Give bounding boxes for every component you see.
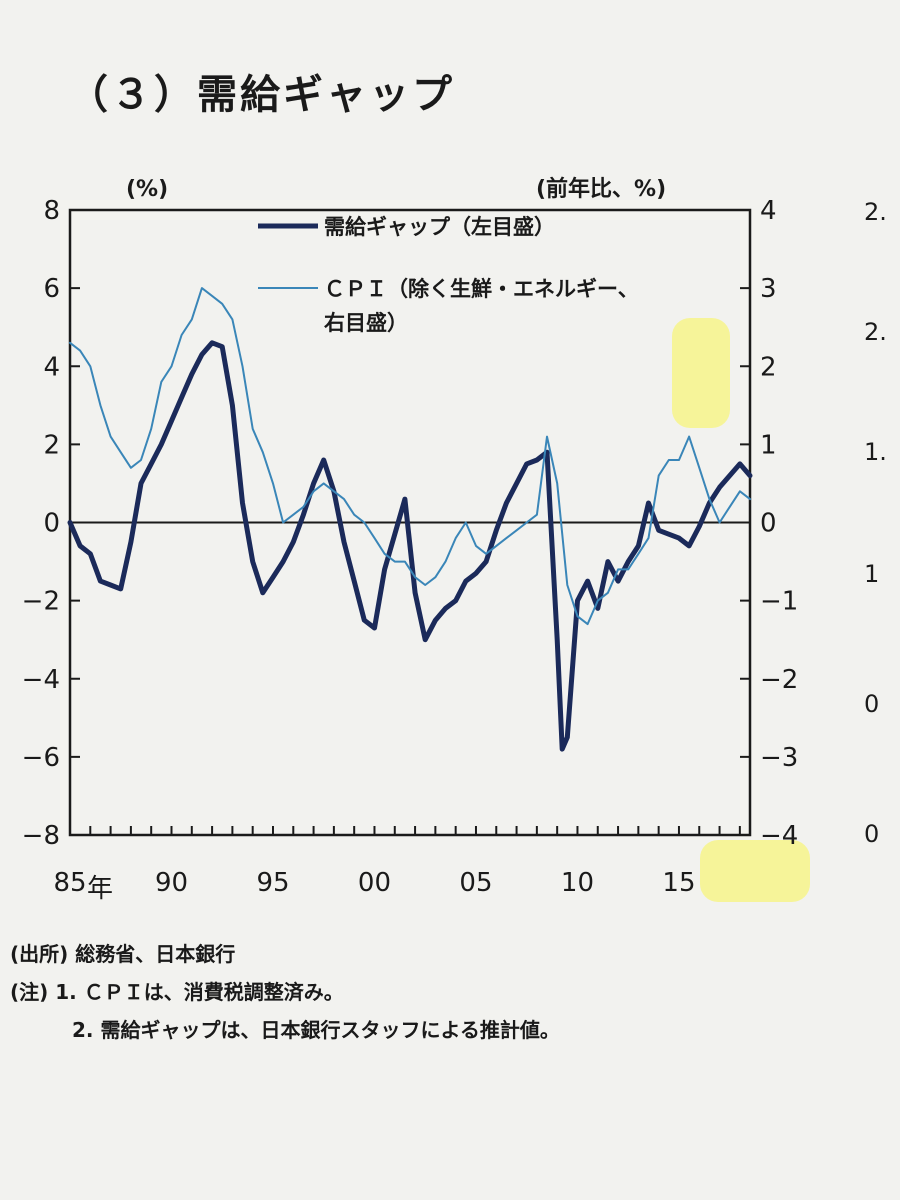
left-tick-label: 2 [43,430,60,460]
x-tick-label: 10 [561,868,594,898]
right-tick-label: −3 [760,743,798,773]
left-tick-label: 0 [43,509,60,539]
highlighter-mark [672,318,730,428]
x-tick-label: 05 [459,868,492,898]
cut-off-right-title: （ [878,64,900,119]
right-tick-label: 4 [760,196,777,226]
x-tick-label: 90 [155,868,188,898]
right-tick-label: 3 [760,274,777,304]
left-tick-label: −4 [22,665,60,695]
cut-off-tick: 2. [864,318,887,346]
series-layer [67,287,753,752]
cut-off-tick: 0 [864,690,880,718]
right-tick-label: −1 [760,587,798,617]
x-axis-year-suffix: 年 [87,874,113,904]
right-axis: 4 3 2 1 0 −1 −2 −3 −4 [740,196,798,851]
x-tick-label: 95 [256,868,289,898]
right-tick-label: −2 [760,665,798,695]
left-axis-unit: (%) [126,177,168,202]
source-line: (出所) 総務省、日本銀行 [10,942,236,966]
right-tick-label: 2 [760,352,777,382]
right-tick-label: 0 [760,509,777,539]
cut-off-tick: 1 [864,560,880,588]
note-line-1: (注) 1. ＣＰＩは、消費税調整済み。 [10,980,344,1004]
legend-label-supply-demand-gap: 需給ギャップ（左目盛） [324,215,555,239]
series-line-supply-demand-gap [67,340,753,752]
section-title: （３）需給ギャップ [68,72,455,118]
cut-off-tick: 1. [864,438,887,466]
highlighter-mark [700,840,810,902]
series-line-cpi [69,287,751,626]
left-tick-label: 4 [43,352,60,382]
cut-off-tick: 2. [864,198,887,226]
left-tick-label: 6 [43,274,60,304]
right-tick-label: −4 [760,821,798,851]
left-axis: 8 6 4 2 0 −2 −4 −6 −8 [22,196,80,851]
legend-label-cpi: ＣＰＩ（除く生鮮・エネルギー、 右目盛） [324,277,646,335]
right-axis-unit: (前年比、%) [536,176,666,202]
left-tick-label: −6 [22,743,60,773]
notes: (出所) 総務省、日本銀行 (注) 1. ＣＰＩは、消費税調整済み。 2. 需給… [10,935,560,1049]
left-tick-label: 8 [43,196,60,226]
x-tick-label: 00 [358,868,391,898]
legend: 需給ギャップ（左目盛） ＣＰＩ（除く生鮮・エネルギー、 右目盛） [258,215,646,335]
right-tick-label: 1 [760,430,777,460]
x-axis: 85 90 95 00 05 10 15 年 [53,826,741,904]
x-tick-label: 85 [53,868,86,898]
x-tick-label: 15 [662,868,695,898]
cut-off-tick: 0 [864,820,880,848]
left-tick-label: −2 [22,587,60,617]
left-tick-label: −8 [22,821,60,851]
note-line-2: 2. 需給ギャップは、日本銀行スタッフによる推計値。 [72,1018,560,1042]
